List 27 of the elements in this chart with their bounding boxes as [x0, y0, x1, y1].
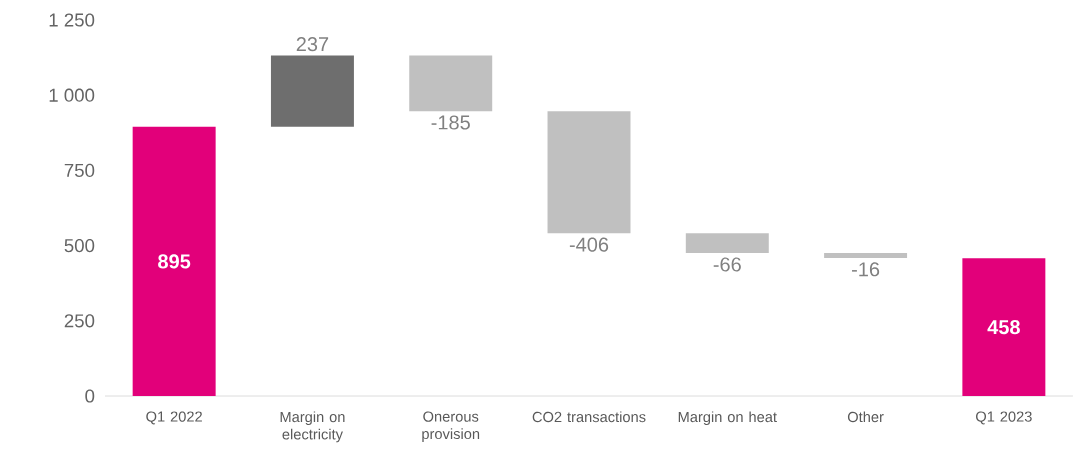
bar [824, 253, 908, 258]
bar [685, 233, 769, 254]
bar [962, 258, 1046, 396]
x-tick-label: CO2 transactions [532, 411, 646, 423]
data-label: 895 [158, 254, 191, 269]
y-tick-label: 0 [85, 389, 95, 403]
y-tick-label: 500 [64, 238, 95, 253]
data-label: 458 [987, 320, 1020, 335]
x-tick-label: Margin on heat [678, 411, 777, 426]
data-label: -66 [713, 257, 741, 272]
data-label: -185 [431, 115, 470, 130]
y-tick-label: 250 [64, 314, 95, 328]
x-tick-label: Other [847, 411, 884, 423]
bar [132, 126, 216, 396]
x-tick-label: Margin on electricity [280, 411, 345, 443]
x-tick-label: Q1 2022 [146, 411, 202, 425]
bar [270, 55, 354, 127]
x-tick-label: Onerous provision [422, 411, 480, 442]
data-label: -16 [852, 262, 880, 277]
y-tick-label: 1 000 [49, 88, 95, 102]
bar [547, 111, 631, 234]
data-label: -406 [569, 237, 609, 252]
y-tick-label: 1 250 [49, 13, 95, 27]
data-label: 237 [296, 37, 329, 52]
x-tick-label: Q1 2023 [976, 411, 1032, 425]
bar [409, 55, 493, 112]
y-tick-label: 750 [64, 163, 95, 178]
